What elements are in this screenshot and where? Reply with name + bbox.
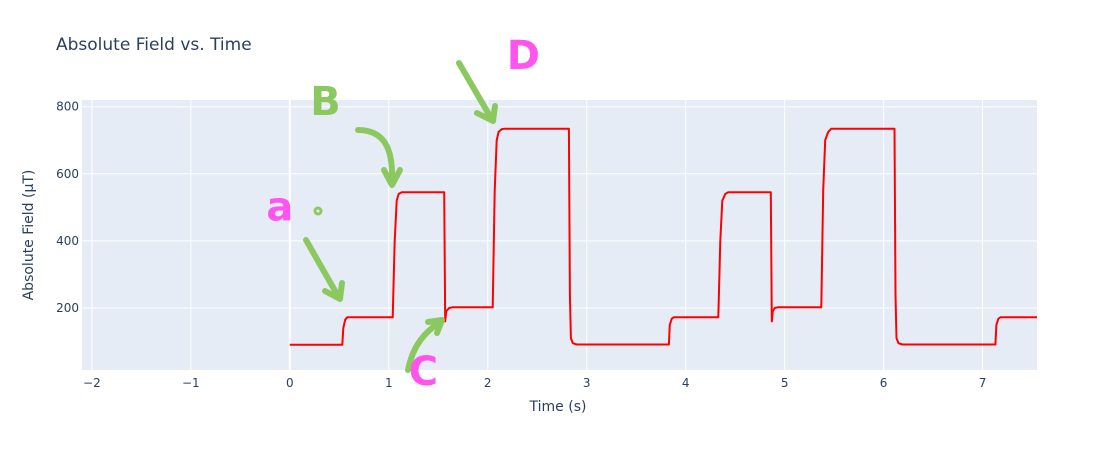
dot-mark-icon	[313, 206, 323, 216]
arrow-c-head-icon	[425, 317, 445, 336]
plot-area	[82, 100, 1037, 370]
y-tick-label: 800	[56, 100, 79, 114]
y-axis: 200 400 600 800	[56, 100, 79, 315]
y-tick-label: 400	[56, 234, 79, 248]
annotation-a: a	[266, 185, 293, 231]
y-axis-label: Absolute Field (µT)	[21, 170, 37, 301]
x-tick-label: 1	[385, 376, 393, 390]
x-tick-label: 3	[583, 376, 591, 390]
annotation-b: B	[310, 79, 341, 125]
arrow-d-head-icon	[474, 103, 498, 124]
series-line	[289, 127, 1037, 346]
x-tick-label: −2	[83, 376, 101, 390]
grid	[82, 100, 1037, 370]
arrow-d-icon	[456, 60, 494, 121]
arrow-b-head-icon	[381, 167, 403, 188]
x-axis-label: Time (s)	[529, 399, 587, 415]
y-tick-label: 200	[56, 301, 79, 315]
arrow-a-icon	[303, 237, 341, 299]
x-tick-label: 0	[286, 376, 294, 390]
arrow-b-icon	[355, 127, 396, 183]
annotations: a B C D	[266, 33, 540, 395]
annotation-c: C	[409, 349, 438, 395]
arrow-a-head-icon	[322, 280, 345, 302]
x-tick-label: 7	[979, 376, 987, 390]
chart-title: Absolute Field vs. Time	[56, 35, 252, 55]
y-tick-label: 600	[56, 167, 79, 181]
x-tick-label: 6	[880, 376, 888, 390]
annotation-arrows	[303, 60, 498, 373]
x-tick-label: 4	[682, 376, 690, 390]
x-tick-label: −1	[182, 376, 200, 390]
arrow-c-icon	[405, 319, 443, 373]
x-tick-label: 2	[484, 376, 492, 390]
annotation-d: D	[507, 33, 540, 79]
x-axis: −2 −1 0 1 2 3 4 5 6 7	[83, 376, 986, 390]
x-tick-label: 5	[781, 376, 789, 390]
